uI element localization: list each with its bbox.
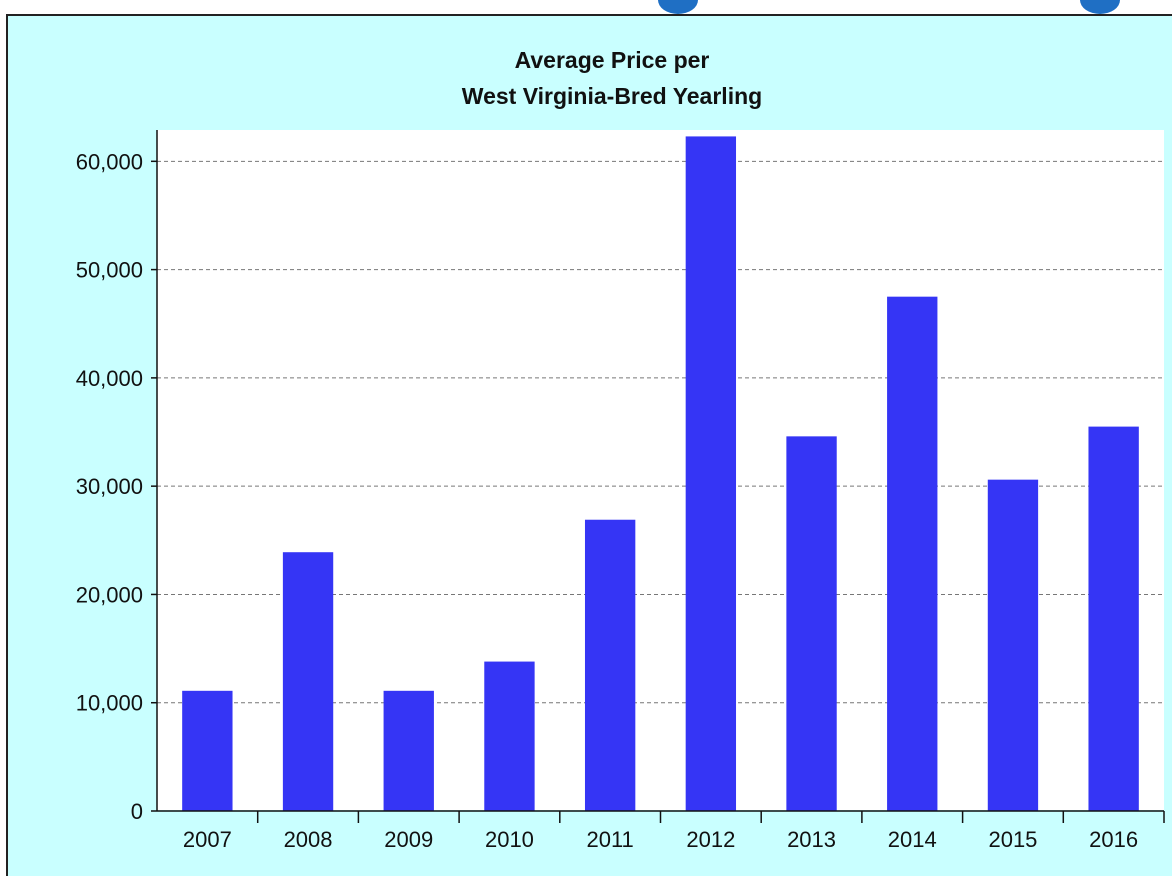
- x-tick-label-2010: 2010: [485, 827, 534, 852]
- y-tick-label: 40,000: [76, 366, 143, 391]
- y-tick-label: 30,000: [76, 474, 143, 499]
- x-tick-label-2008: 2008: [284, 827, 333, 852]
- x-tick-label-2012: 2012: [686, 827, 735, 852]
- bar-2013: [786, 436, 837, 811]
- chart-title-line-2: West Virginia-Bred Yearling: [462, 83, 762, 109]
- bar-2008: [282, 552, 334, 811]
- bar-2007: [182, 690, 233, 811]
- y-tick-label: 10,000: [76, 691, 143, 716]
- bar-2016: [1088, 426, 1139, 811]
- y-tick-label: 0: [131, 799, 143, 824]
- x-tick-label-2015: 2015: [988, 827, 1037, 852]
- cropped-header-glyph: [658, 0, 698, 14]
- y-tick-labels: 0 10,000 20,000 30,000 40,000 50,000 60,000: [76, 149, 157, 824]
- x-tick-label-2013: 2013: [787, 827, 836, 852]
- bar-2015: [987, 479, 1039, 811]
- y-tick-label: 50,000: [76, 258, 143, 283]
- x-tick-labels: 2007 2008 2009 2010 2011 2012 2013 2014 2015 2016: [183, 811, 1165, 852]
- bar-2011: [584, 519, 636, 811]
- x-tick-label-2007: 2007: [183, 827, 232, 852]
- x-tick-label-2016: 2016: [1089, 827, 1138, 852]
- x-tick-label-2011: 2011: [586, 827, 633, 852]
- bar-2014: [887, 296, 938, 811]
- x-tick-label-2009: 2009: [384, 827, 433, 852]
- y-tick-label: 20,000: [76, 582, 143, 607]
- bars: [182, 136, 1139, 812]
- cropped-header-glyph: [1080, 0, 1120, 14]
- x-tick-label-2014: 2014: [888, 827, 937, 852]
- y-tick-label: 60,000: [76, 149, 143, 174]
- bar-2010: [484, 661, 535, 811]
- bar-2012: [685, 136, 737, 812]
- chart-title-line-1: Average Price per: [515, 47, 710, 73]
- cropped-header-strip: [0, 0, 1174, 14]
- bar-2009: [383, 690, 434, 811]
